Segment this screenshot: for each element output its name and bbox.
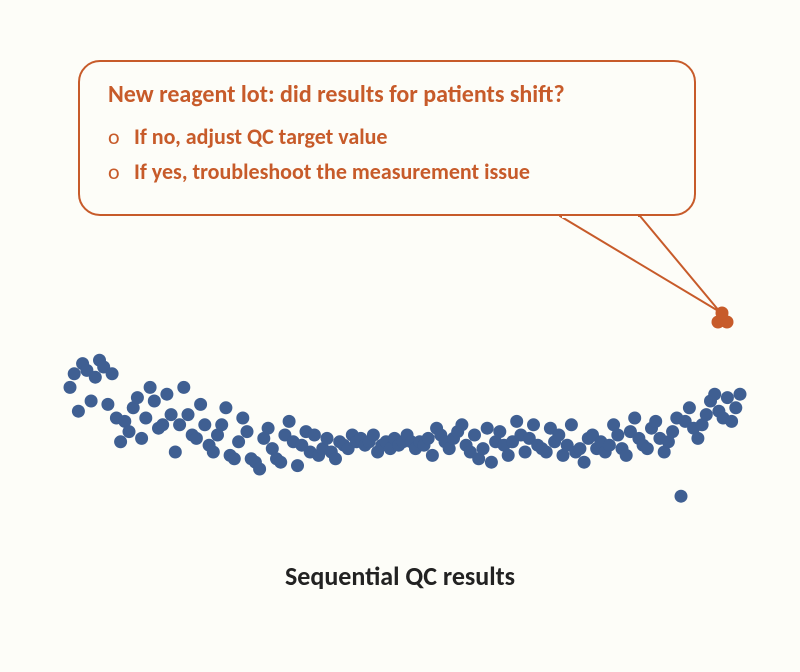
callout-items: oIf no, adjust QC target valueoIf yes, t… (108, 123, 666, 185)
scatter-point (519, 446, 532, 459)
scatter-point (675, 490, 688, 503)
stage: New reagent lot: did results for patient… (0, 0, 800, 672)
scatter-point (114, 435, 127, 448)
scatter-point (190, 432, 203, 445)
scatter-point (321, 432, 334, 445)
scatter-point (725, 415, 738, 428)
scatter-point (641, 442, 654, 455)
scatter-point (131, 391, 144, 404)
scatter-point (283, 415, 296, 428)
callout-box: New reagent lot: did results for patient… (78, 60, 696, 216)
scatter-point (291, 459, 304, 472)
scatter-point (308, 429, 321, 442)
scatter-point (215, 418, 228, 431)
scatter-point (734, 388, 747, 401)
highlight-point (716, 307, 729, 320)
scatter-point (426, 449, 439, 462)
scatter-point (708, 388, 721, 401)
scatter-point (106, 367, 119, 380)
bullet-icon: o (108, 158, 134, 185)
scatter-point (603, 439, 616, 452)
scatter-point (649, 415, 662, 428)
scatter-point (253, 463, 266, 476)
scatter-point (729, 401, 742, 414)
scatter-point (455, 418, 468, 431)
scatter-point (422, 432, 435, 445)
scatter-point (169, 446, 182, 459)
scatter-point (565, 418, 578, 431)
callout-item: oIf no, adjust QC target value (108, 123, 666, 150)
scatter-point (236, 412, 249, 425)
scatter-point (329, 452, 342, 465)
scatter-point (552, 429, 565, 442)
callout-tail (560, 216, 720, 312)
bullet-icon: o (108, 123, 134, 150)
scatter-point (156, 418, 169, 431)
scatter-point (666, 425, 679, 438)
scatter-point (700, 408, 713, 421)
scatter-point (502, 449, 515, 462)
scatter-point (468, 429, 481, 442)
callout-title: New reagent lot: did results for patient… (108, 80, 666, 109)
scatter-point (540, 446, 553, 459)
scatter-point (135, 432, 148, 445)
scatter-point (262, 422, 275, 435)
scatter-point (198, 418, 211, 431)
scatter-point (89, 371, 102, 384)
scatter-point (573, 442, 586, 455)
callout-item-text: If yes, troubleshoot the measurement iss… (134, 158, 530, 185)
scatter-point (691, 432, 704, 445)
scatter-point (481, 422, 494, 435)
scatter-point (683, 401, 696, 414)
scatter-point (241, 425, 254, 438)
scatter-point (367, 429, 380, 442)
scatter-point (578, 456, 591, 469)
scatter-point (194, 398, 207, 411)
scatter-point (177, 381, 190, 394)
scatter-point (144, 381, 157, 394)
scatter-point (228, 452, 241, 465)
scatter-point (721, 391, 734, 404)
scatter-point (182, 408, 195, 421)
scatter-point (139, 412, 152, 425)
scatter-point (148, 395, 161, 408)
scatter-point (219, 401, 232, 414)
scatter-point (477, 442, 490, 455)
scatter-point (173, 418, 186, 431)
scatter-point (620, 449, 633, 462)
scatter-point (101, 398, 114, 411)
scatter-point (165, 408, 178, 421)
x-axis-label: Sequential QC results (250, 560, 550, 592)
scatter-point (274, 456, 287, 469)
scatter-point (611, 429, 624, 442)
scatter-point (232, 435, 245, 448)
scatter-point (160, 388, 173, 401)
scatter-point (527, 418, 540, 431)
scatter-point (628, 412, 641, 425)
scatter-point (493, 425, 506, 438)
scatter-point (510, 415, 523, 428)
scatter-point (72, 405, 85, 418)
scatter-point (485, 456, 498, 469)
callout-item-text: If no, adjust QC target value (134, 123, 387, 150)
callout-item: oIf yes, troubleshoot the measurement is… (108, 158, 666, 185)
scatter-point (123, 425, 136, 438)
scatter-point (64, 381, 77, 394)
scatter-point (85, 395, 98, 408)
scatter-point (207, 446, 220, 459)
scatter-point (68, 367, 81, 380)
scatter-series (64, 354, 747, 503)
